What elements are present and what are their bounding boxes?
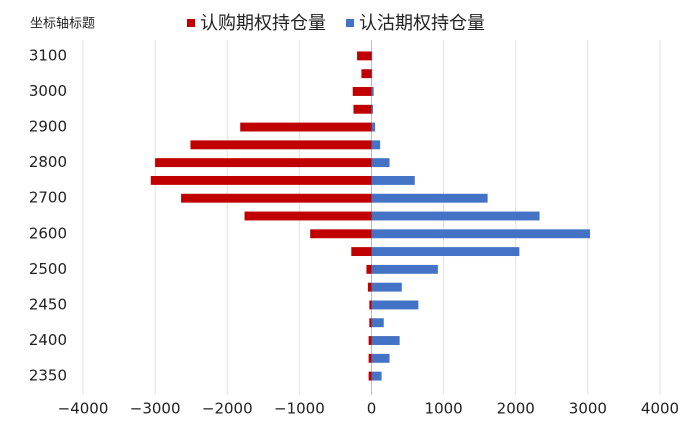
bar — [353, 104, 372, 114]
x-tick-label: 1000 — [425, 400, 463, 418]
bar — [366, 264, 372, 274]
bar — [371, 211, 540, 221]
bar — [368, 353, 372, 363]
bar — [150, 175, 372, 185]
bar — [371, 229, 591, 239]
bar — [371, 300, 419, 310]
bar — [368, 371, 372, 381]
y-tick-label: 2500 — [29, 260, 67, 278]
legend-swatch — [187, 19, 195, 27]
bar — [371, 140, 381, 150]
bar — [181, 193, 372, 203]
bar — [371, 264, 438, 274]
bar — [371, 104, 373, 114]
bar — [371, 69, 373, 79]
y-tick-label: 2600 — [29, 224, 67, 242]
legend-label: 认沽期权持仓量 — [359, 13, 485, 34]
x-tick-label: 2000 — [497, 400, 535, 418]
bar — [371, 158, 390, 168]
bar — [155, 158, 372, 168]
bar — [310, 229, 372, 239]
bar — [368, 336, 372, 345]
bar — [371, 122, 376, 132]
legend-label: 认购期权持仓量 — [200, 13, 326, 34]
bar — [371, 282, 402, 292]
bar — [371, 318, 384, 328]
x-tick-label: 0 — [367, 400, 377, 418]
y-tick-label: 2350 — [29, 367, 67, 385]
bar — [369, 300, 372, 310]
y-tick-label: 2700 — [29, 189, 67, 207]
x-tick-label: −3000 — [130, 400, 181, 418]
axis-title: 坐标轴标题 — [30, 17, 95, 32]
y-tick-label: 2450 — [29, 295, 67, 313]
x-tick-label: 3000 — [569, 400, 607, 418]
bar — [190, 140, 372, 150]
bar — [369, 318, 372, 328]
x-tick-label: −2000 — [202, 400, 253, 418]
bar — [367, 282, 372, 292]
legend-swatch — [346, 19, 354, 27]
bar — [244, 211, 372, 221]
bar — [352, 87, 372, 96]
bar — [240, 122, 372, 132]
x-tick-label: −4000 — [58, 400, 109, 418]
y-tick-label: 2400 — [29, 331, 67, 349]
y-tick-label: 2900 — [29, 118, 67, 136]
bar — [371, 336, 400, 345]
bar — [357, 51, 372, 61]
bar — [351, 247, 372, 257]
y-tick-label: 2800 — [29, 153, 67, 171]
bar — [371, 371, 382, 381]
bar — [371, 87, 374, 96]
bar — [371, 353, 390, 363]
bar — [371, 175, 415, 185]
x-tick-label: −1000 — [274, 400, 325, 418]
bar — [371, 51, 373, 61]
bar — [361, 69, 372, 79]
x-tick-label: 4000 — [641, 400, 679, 418]
bar — [371, 247, 520, 257]
y-tick-label: 3100 — [29, 46, 67, 64]
bar — [371, 193, 488, 203]
y-tick-label: 3000 — [29, 82, 67, 100]
